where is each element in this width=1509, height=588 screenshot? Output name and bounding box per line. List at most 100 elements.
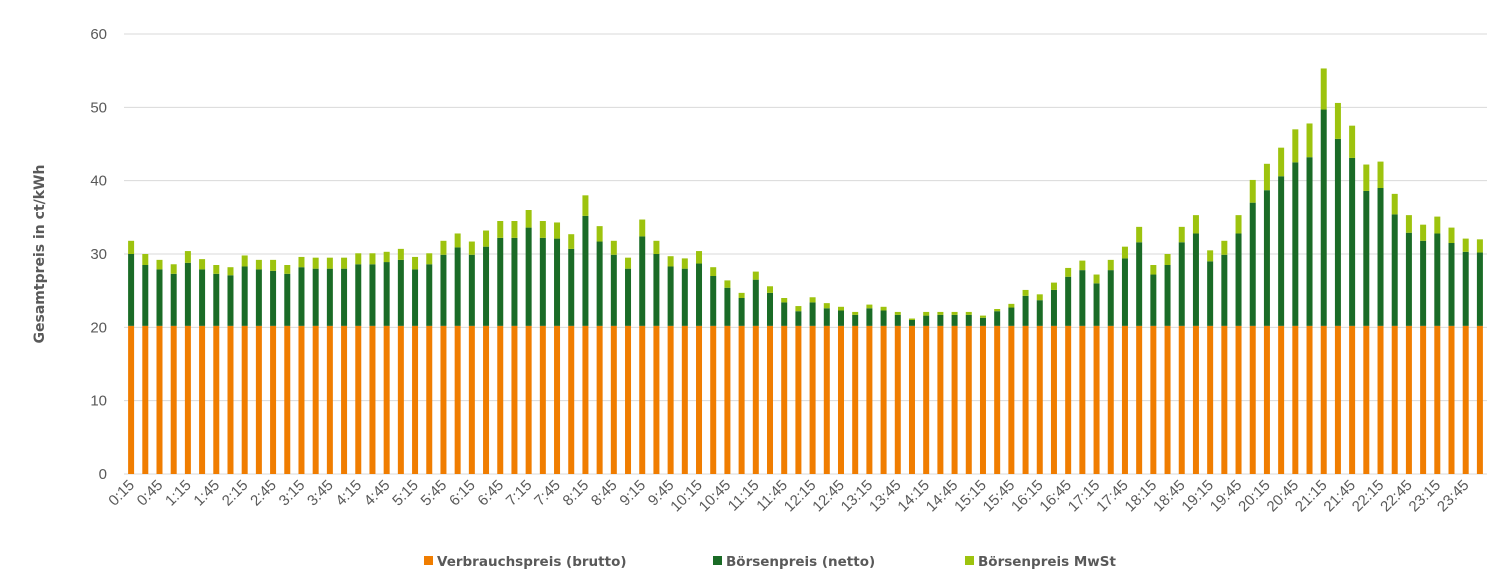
bar-boersenpreis-mwst: [156, 259, 163, 270]
bar-boersenpreis-netto: [710, 276, 717, 326]
bars: [128, 68, 1483, 474]
bar-verbrauchspreis: [539, 325, 546, 474]
x-tick-label: 13:15: [838, 477, 877, 516]
bar-boersenpreis-mwst: [823, 303, 830, 309]
bar-verbrauchspreis: [1448, 325, 1455, 474]
bar-boersenpreis-netto: [1008, 307, 1015, 326]
y-axis-label: Gesamtpreis in ct/kWh: [32, 165, 48, 344]
x-tick-label: 16:45: [1036, 477, 1075, 516]
bar-boersenpreis-netto: [1093, 283, 1100, 326]
bar-boersenpreis-netto: [625, 268, 632, 326]
bar-verbrauchspreis: [1292, 325, 1299, 474]
y-tick-label: 60: [90, 26, 107, 43]
bar-verbrauchspreis: [923, 325, 930, 474]
bar-verbrauchspreis: [852, 325, 859, 474]
bar-boersenpreis-mwst: [511, 221, 518, 238]
bar-boersenpreis-netto: [1278, 176, 1285, 326]
bar-verbrauchspreis: [795, 325, 802, 474]
bar-boersenpreis-netto: [270, 270, 277, 326]
x-tick-label: 4:45: [361, 477, 394, 510]
bar-verbrauchspreis: [1178, 325, 1185, 474]
bar-boersenpreis-netto: [852, 314, 859, 326]
bar-boersenpreis-mwst: [809, 297, 816, 303]
bar-boersenpreis-mwst: [1306, 123, 1313, 158]
bar-boersenpreis-netto: [1377, 188, 1384, 326]
bar-boersenpreis-mwst: [1476, 239, 1483, 253]
bar-verbrauchspreis: [355, 325, 362, 474]
legend-label: Börsenpreis MwSt: [978, 554, 1116, 570]
bar-verbrauchspreis: [908, 325, 915, 474]
bar-boersenpreis-mwst: [610, 240, 617, 255]
bar-verbrauchspreis: [255, 325, 262, 474]
bar-boersenpreis-netto: [1306, 157, 1313, 326]
bar-boersenpreis-netto: [1221, 254, 1228, 326]
bar-verbrauchspreis: [1065, 325, 1072, 474]
bar-boersenpreis-mwst: [1434, 216, 1441, 234]
bar-verbrauchspreis: [738, 325, 745, 474]
bar-boersenpreis-mwst: [227, 267, 234, 276]
bar-boersenpreis-mwst: [1349, 125, 1356, 158]
x-tick-label: 15:15: [951, 477, 990, 516]
x-tick-label: 19:15: [1178, 477, 1217, 516]
bar-boersenpreis-netto: [596, 241, 603, 326]
bar-boersenpreis-mwst: [1121, 246, 1128, 259]
bar-verbrauchspreis: [369, 325, 376, 474]
bar-boersenpreis-mwst: [696, 251, 703, 264]
bar-verbrauchspreis: [511, 325, 518, 474]
bar-boersenpreis-netto: [681, 268, 688, 326]
bar-boersenpreis-netto: [1235, 233, 1242, 326]
x-tick-label: 10:15: [667, 477, 706, 516]
bar-verbrauchspreis: [767, 325, 774, 474]
bar-boersenpreis-netto: [1405, 232, 1412, 326]
bar-verbrauchspreis: [483, 325, 490, 474]
bar-boersenpreis-mwst: [1093, 274, 1100, 284]
bar-verbrauchspreis: [937, 325, 944, 474]
bar-boersenpreis-netto: [1349, 157, 1356, 326]
bar-boersenpreis-mwst: [1235, 215, 1242, 234]
bar-verbrauchspreis: [596, 325, 603, 474]
bar-boersenpreis-netto: [1207, 261, 1214, 326]
bar-boersenpreis-mwst: [639, 219, 646, 237]
bar-verbrauchspreis: [809, 325, 816, 474]
bar-verbrauchspreis: [1278, 325, 1285, 474]
legend-swatch: [713, 556, 722, 565]
bar-verbrauchspreis: [184, 325, 191, 474]
bar-boersenpreis-netto: [1036, 300, 1043, 326]
x-tick-label: 2:15: [219, 477, 252, 510]
bar-boersenpreis-mwst: [184, 251, 191, 263]
bar-verbrauchspreis: [951, 325, 958, 474]
x-tick-label: 22:45: [1377, 477, 1416, 516]
bar-verbrauchspreis: [1334, 325, 1341, 474]
bar-boersenpreis-mwst: [965, 311, 972, 315]
x-tick-label: 14:15: [894, 477, 933, 516]
bar-boersenpreis-mwst: [1405, 215, 1412, 233]
x-tick-label: 19:45: [1207, 477, 1246, 516]
bar-boersenpreis-mwst: [1207, 250, 1214, 262]
bar-boersenpreis-mwst: [752, 271, 759, 280]
bar-boersenpreis-netto: [767, 292, 774, 326]
bar-boersenpreis-netto: [440, 254, 447, 326]
x-tick-label: 3:45: [304, 477, 337, 510]
bar-boersenpreis-netto: [1263, 190, 1270, 326]
bar-boersenpreis-netto: [923, 315, 930, 326]
bar-verbrauchspreis: [341, 325, 348, 474]
bar-boersenpreis-netto: [653, 254, 660, 326]
bar-boersenpreis-mwst: [128, 240, 135, 254]
bar-boersenpreis-mwst: [681, 258, 688, 269]
x-tick-label: 6:15: [446, 477, 479, 510]
x-tick-label: 12:15: [781, 477, 820, 516]
bar-verbrauchspreis: [1462, 325, 1469, 474]
bar-boersenpreis-mwst: [1448, 227, 1455, 243]
bar-verbrauchspreis: [1363, 325, 1370, 474]
bar-verbrauchspreis: [1192, 325, 1199, 474]
bar-boersenpreis-netto: [1065, 276, 1072, 326]
bar-verbrauchspreis: [440, 325, 447, 474]
bar-boersenpreis-mwst: [852, 311, 859, 315]
y-tick-label: 20: [90, 319, 107, 336]
bar-verbrauchspreis: [880, 325, 887, 474]
bar-boersenpreis-netto: [1164, 265, 1171, 326]
x-tick-label: 21:45: [1320, 477, 1359, 516]
legend-item-verbrauchspreis: Verbrauchspreis (brutto): [424, 554, 627, 570]
bar-boersenpreis-mwst: [1249, 179, 1256, 203]
bar-boersenpreis-mwst: [1178, 226, 1185, 243]
